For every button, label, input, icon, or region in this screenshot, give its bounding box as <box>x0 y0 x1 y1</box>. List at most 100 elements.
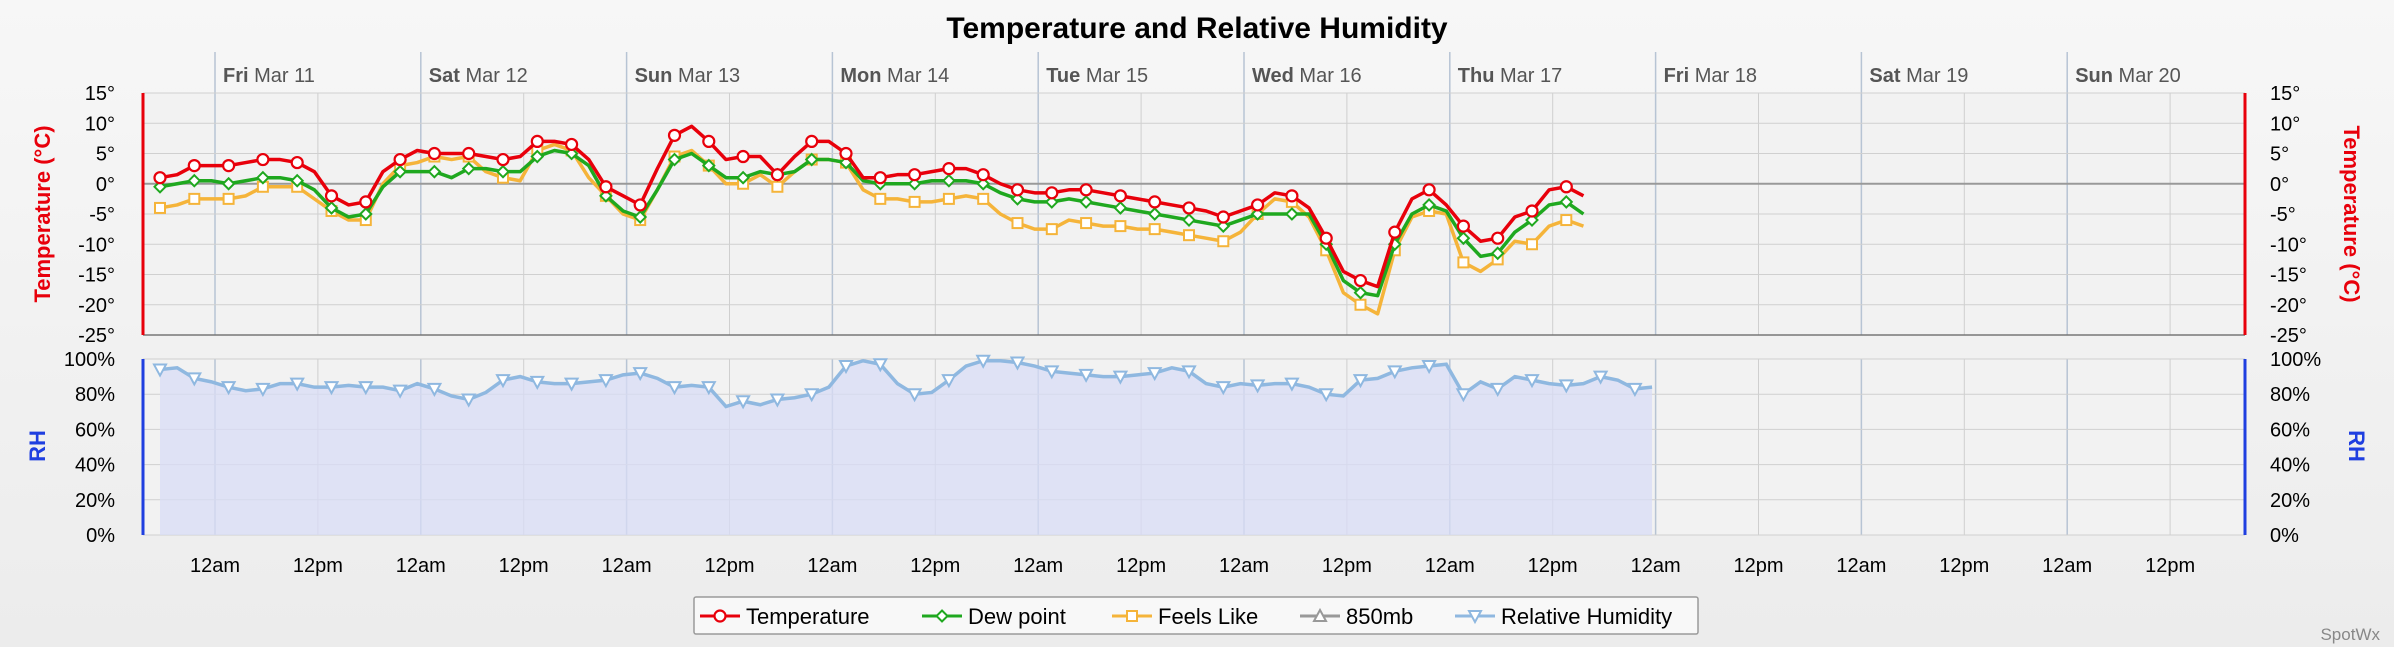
series-point <box>702 134 716 148</box>
temperature-tick-right: 5° <box>2270 144 2289 166</box>
series-point <box>804 152 819 167</box>
x-tick-label: 12pm <box>704 555 754 577</box>
day-label: Tue Mar 15 <box>1046 65 1148 87</box>
series-point <box>1250 198 1265 212</box>
series-point <box>461 161 476 176</box>
humidity-tick-left: 20% <box>75 490 115 512</box>
temperature-tick-left: -20° <box>78 295 115 317</box>
series-point <box>153 171 167 185</box>
humidity-point <box>1421 360 1437 375</box>
humidity-point <box>1558 379 1574 394</box>
series-point <box>1526 238 1538 251</box>
x-tick-label: 12pm <box>1322 555 1372 577</box>
day-label-date: Mar 16 <box>1299 65 1361 87</box>
x-tick-label: 12am <box>396 555 446 577</box>
humidity-point <box>1044 365 1060 380</box>
legend-marker <box>1126 610 1138 622</box>
x-tick-label: 12am <box>1219 555 1269 577</box>
series-point <box>1045 223 1058 236</box>
humidity-point <box>1592 370 1609 385</box>
humidity-point <box>872 358 888 373</box>
series-point <box>221 176 236 191</box>
humidity-point <box>495 374 511 389</box>
humidity-point <box>735 395 751 410</box>
humidity-point <box>289 377 305 392</box>
temperature-tick-right: -5° <box>2270 204 2296 226</box>
day-label-date: Mar 19 <box>1906 65 1968 87</box>
series-point <box>1080 217 1093 230</box>
x-tick-label: 12am <box>807 555 857 577</box>
temperature-tick-right: -10° <box>2270 234 2307 256</box>
humidity-tick-left: 40% <box>75 455 115 477</box>
series-point <box>1182 201 1196 215</box>
day-label-date: Mar 17 <box>1500 65 1562 87</box>
humidity-tick-right: 80% <box>2270 384 2310 406</box>
humidity-point <box>323 381 340 396</box>
temperature-tick-right: -20° <box>2270 295 2307 317</box>
series-point <box>1353 273 1368 288</box>
temperature-tick-right: -15° <box>2270 265 2307 287</box>
series-point <box>1422 183 1436 197</box>
series-point <box>1079 194 1094 209</box>
humidity-point <box>1455 388 1472 403</box>
temperature-tick-right: 0° <box>2270 174 2289 196</box>
humidity-point <box>461 393 477 408</box>
series-point <box>976 168 990 182</box>
series-point <box>1045 186 1059 200</box>
humidity-tick-right: 60% <box>2270 419 2310 441</box>
x-tick-label: 12pm <box>1939 555 1989 577</box>
series-point <box>941 173 956 188</box>
day-label-day: Sat <box>429 65 466 87</box>
x-tick-label: 12pm <box>1733 555 1783 577</box>
series-point <box>1148 195 1162 209</box>
series-point <box>770 168 785 182</box>
temperature-tick-left: -10° <box>78 234 115 256</box>
series-point <box>1388 225 1402 239</box>
series-temperature <box>153 124 1585 289</box>
credit-text[interactable]: SpotWx <box>2320 625 2380 644</box>
series-point <box>1490 246 1505 261</box>
temperature-tick-left: -5° <box>89 204 115 226</box>
x-tick-label: 12am <box>1013 555 1063 577</box>
x-tick-label: 12am <box>190 555 240 577</box>
series-point <box>667 128 682 142</box>
legend-marker <box>935 609 949 623</box>
series-point <box>358 207 373 221</box>
series-point <box>1559 180 1573 194</box>
series-point <box>427 146 441 161</box>
series-point <box>1353 285 1368 300</box>
humidity-point <box>1387 365 1403 380</box>
humidity-point <box>1181 365 1197 380</box>
day-label: Mon Mar 14 <box>840 65 949 87</box>
humidity-axis-title-right: RH <box>2344 430 2369 462</box>
series-point <box>290 173 305 188</box>
x-tick-label: 12pm <box>1528 555 1578 577</box>
series-point <box>564 146 579 161</box>
series-point <box>256 152 270 167</box>
humidity-point <box>941 374 957 389</box>
x-tick-label: 12am <box>602 555 652 577</box>
series-point <box>530 149 545 164</box>
humidity-point <box>220 381 237 396</box>
humidity-point <box>1284 377 1300 392</box>
humidity-tick-right: 100% <box>2270 349 2321 371</box>
day-label-date: Mar 20 <box>2119 65 2181 87</box>
series-point <box>1182 213 1196 227</box>
series-point <box>805 134 819 148</box>
day-label-day: Sat <box>1869 65 1906 87</box>
legend-label: 850mb <box>1346 604 1413 629</box>
series-point <box>222 159 236 173</box>
series-point <box>1044 194 1059 209</box>
humidity-tick-right: 40% <box>2270 455 2310 477</box>
series-point <box>255 170 270 185</box>
series-point <box>633 210 648 224</box>
series-point <box>154 201 166 214</box>
series-point <box>1010 191 1025 206</box>
legend-label: Relative Humidity <box>1501 604 1672 629</box>
series-point <box>907 168 922 182</box>
series-point <box>771 180 784 193</box>
humidity-point <box>426 382 443 398</box>
temperature-tick-right: 10° <box>2270 113 2300 135</box>
temperature-tick-left: 10° <box>85 113 115 135</box>
series-point <box>1457 256 1470 269</box>
